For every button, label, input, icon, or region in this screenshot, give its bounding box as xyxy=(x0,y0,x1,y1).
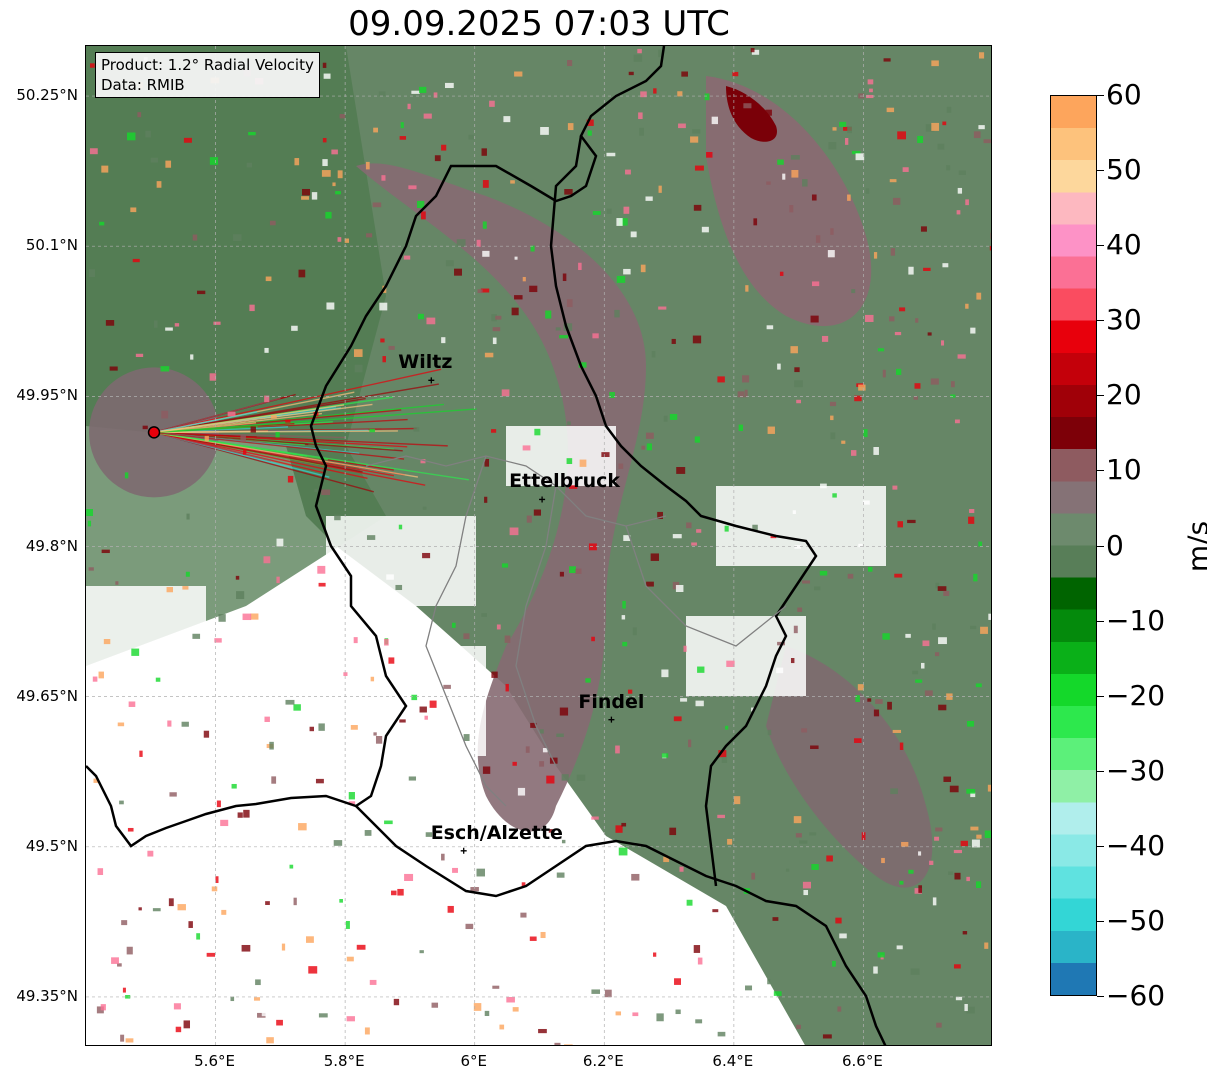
colorbar-tick-label: −30 xyxy=(1106,753,1166,787)
colorbar-tick xyxy=(1097,920,1104,922)
product-info-box: Product: 1.2° Radial Velocity Data: RMIB xyxy=(95,52,320,98)
colorbar-tick-label: −40 xyxy=(1106,828,1166,862)
colorbar-tick-label: 10 xyxy=(1106,453,1142,487)
lon-tick-label: 6.2°E xyxy=(582,1052,624,1070)
colorbar-tick xyxy=(1097,245,1104,247)
canton-lines xyxy=(365,455,787,807)
south-border xyxy=(355,805,887,1045)
city-marker xyxy=(460,847,467,854)
radar-site-dot xyxy=(147,426,161,439)
city-marker xyxy=(608,716,615,723)
country-borders xyxy=(86,46,887,1045)
colorbar-tick-label: 60 xyxy=(1106,78,1142,111)
lat-tick-label: 49.5°N xyxy=(25,836,78,855)
lon-tick-label: 6°E xyxy=(460,1052,487,1070)
colorbar-tick xyxy=(1097,95,1104,96)
colorbar-tick xyxy=(1097,996,1104,997)
data-source-label: Data: RMIB xyxy=(101,76,185,94)
lat-tick-label: 49.35°N xyxy=(16,986,78,1005)
lon-tick-label: 5.6°E xyxy=(194,1052,235,1070)
product-label: Product: 1.2° Radial Velocity xyxy=(101,56,314,74)
radar-map[interactable] xyxy=(85,45,992,1046)
city-marker xyxy=(539,496,546,503)
colorbar-tick xyxy=(1097,470,1104,472)
colorbar-tick-label: −50 xyxy=(1106,903,1166,937)
radar-map-canvas xyxy=(86,46,991,1045)
lon-tick-label: 5.8°E xyxy=(323,1052,365,1070)
velocity-echo-layer xyxy=(86,46,991,1045)
colorbar-tick xyxy=(1097,770,1104,772)
lat-tick-label: 49.8°N xyxy=(25,536,78,555)
colorbar-tick-label: 0 xyxy=(1106,528,1124,562)
city-label: Ettelbruck xyxy=(509,470,621,493)
luxembourg-border xyxy=(86,46,666,848)
lat-tick-label: 50.25°N xyxy=(16,86,78,105)
map-title: 09.09.2025 07:03 UTC xyxy=(348,4,730,44)
colorbar-tick-label: 40 xyxy=(1106,228,1142,262)
colorbar-tick xyxy=(1097,320,1104,322)
radar-site-marker xyxy=(147,377,615,854)
colorbar-tick-label: 50 xyxy=(1106,153,1142,187)
lat-tick-label: 49.65°N xyxy=(16,686,78,705)
lat-tick-label: 49.95°N xyxy=(16,386,78,405)
lon-tick-label: 6.6°E xyxy=(842,1052,883,1070)
east-border xyxy=(549,135,818,887)
colorbar-tick xyxy=(1097,170,1104,172)
city-label: Esch/Alzette xyxy=(430,821,563,844)
colorbar-tick xyxy=(1097,620,1104,622)
colorbar-tick xyxy=(1097,695,1104,697)
colorbar-tick-label: 30 xyxy=(1106,303,1142,337)
colorbar-tick xyxy=(1097,395,1104,397)
city-marker xyxy=(428,377,435,384)
colorbar-tick-label: −60 xyxy=(1106,979,1166,1012)
velocity-colorbar xyxy=(1050,95,1097,996)
city-label: Wiltz xyxy=(398,351,453,374)
colorbar-tick xyxy=(1097,545,1104,547)
city-label: Findel xyxy=(578,690,645,713)
colorbar-tick xyxy=(1097,845,1104,847)
colorbar-tick-label: −20 xyxy=(1106,678,1166,712)
colorbar-tick-label: −10 xyxy=(1106,603,1166,637)
colorbar-unit-label: m/s xyxy=(1181,520,1207,573)
lat-tick-label: 50.1°N xyxy=(25,236,78,255)
colorbar-tick-label: 20 xyxy=(1106,378,1142,412)
lon-tick-label: 6.4°E xyxy=(712,1052,754,1070)
